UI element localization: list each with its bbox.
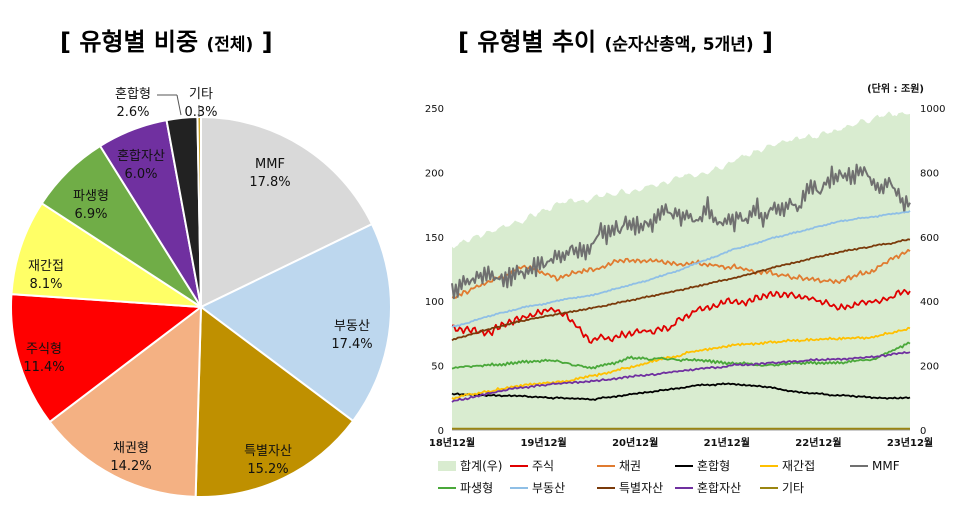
series-line-4 bbox=[451, 163, 911, 300]
line-chart-title: [ 유형별 추이 (순자산총액, 5개년) ] bbox=[458, 22, 773, 57]
pie-label-value: 2.6% bbox=[116, 105, 149, 120]
x-tick: 22년12월 bbox=[795, 436, 841, 449]
y-left-tick: 0 bbox=[438, 426, 444, 437]
legend-label: 부동산 bbox=[532, 481, 565, 495]
pie-slice-9 bbox=[196, 115, 202, 308]
pie-title-sub: (전체) bbox=[206, 35, 254, 55]
pie-label-value: 11.4% bbox=[23, 360, 64, 375]
pie-label-name: 채권형 bbox=[113, 441, 149, 456]
series-line-5 bbox=[451, 341, 911, 370]
line-title-main: [ 유형별 추이 bbox=[458, 28, 597, 56]
pie-slice-2 bbox=[194, 305, 355, 498]
y-right-tick: 400 bbox=[920, 297, 939, 308]
legend-label: MMF bbox=[872, 459, 900, 473]
unit-label: (단위 : 조원) bbox=[867, 82, 924, 95]
series-line-2 bbox=[451, 382, 911, 401]
legend-label: 채권 bbox=[619, 459, 641, 473]
y-right-tick: 600 bbox=[920, 233, 939, 244]
y-left-tick: 50 bbox=[431, 362, 444, 373]
pie-leader-line bbox=[176, 94, 182, 116]
legend-label: 기타 bbox=[782, 481, 804, 495]
y-left-tick: 200 bbox=[425, 168, 444, 179]
series-line-8 bbox=[451, 351, 911, 403]
pie-slice-5 bbox=[10, 201, 205, 309]
legend-label: 혼합자산 bbox=[697, 481, 741, 495]
series-line-3 bbox=[451, 326, 911, 400]
series-line-1 bbox=[451, 248, 911, 299]
legend-label: 특별자산 bbox=[619, 481, 663, 495]
pie-label-name: 혼합자산 bbox=[117, 149, 165, 164]
total-area bbox=[452, 111, 910, 431]
pie-label-value: 0.3% bbox=[184, 105, 217, 120]
legend-label: 합계(우) bbox=[460, 459, 502, 473]
x-tick: 19년12월 bbox=[520, 436, 566, 449]
pie-label-name: 특별자산 bbox=[244, 444, 292, 459]
legend-swatch-area bbox=[438, 461, 456, 471]
pie-title-main: [ 유형별 비중 bbox=[60, 28, 199, 56]
y-right-tick: 800 bbox=[920, 168, 939, 179]
pie-label-name: MMF bbox=[255, 157, 285, 172]
pie-title-end: ] bbox=[261, 28, 273, 56]
pie-chart-title: [ 유형별 비중 (전체) ] bbox=[60, 22, 273, 57]
pie-label-value: 14.2% bbox=[110, 459, 151, 474]
x-tick: 18년12월 bbox=[429, 436, 475, 449]
pie-label-name: 기타 bbox=[189, 87, 213, 102]
pie-label-value: 6.9% bbox=[74, 207, 107, 222]
pie-label-value: 6.0% bbox=[124, 167, 157, 182]
x-tick: 20년12월 bbox=[612, 436, 658, 449]
y-right-tick: 0 bbox=[920, 426, 926, 437]
pie-slice-4 bbox=[10, 293, 204, 424]
y-left-tick: 100 bbox=[425, 297, 444, 308]
x-tick: 21년12월 bbox=[704, 436, 750, 449]
y-left-tick: 250 bbox=[425, 104, 444, 115]
pie-label-name: 주식형 bbox=[26, 342, 62, 357]
x-tick: 23년12월 bbox=[887, 436, 933, 449]
pie-label-name: 파생형 bbox=[73, 189, 109, 204]
line-title-end: ] bbox=[762, 28, 774, 56]
pie-slice-1 bbox=[199, 222, 392, 423]
legend-label: 혼합형 bbox=[697, 459, 730, 473]
pie-slice-0 bbox=[200, 115, 374, 309]
series-line-6 bbox=[451, 210, 911, 328]
pie-label-name: 재간접 bbox=[28, 259, 64, 274]
pie-label-value: 17.4% bbox=[331, 337, 372, 352]
y-right-tick: 200 bbox=[920, 362, 939, 373]
pie-label-value: 17.8% bbox=[249, 175, 290, 190]
pie-label-value: 15.2% bbox=[247, 462, 288, 477]
legend-label: 파생형 bbox=[460, 481, 493, 495]
legend-label: 주식 bbox=[532, 459, 554, 473]
line-title-sub: (순자산총액, 5개년) bbox=[604, 35, 754, 55]
pie-chart: MMF 17.8% 부동산 17.4% 특별자산 15.2% 채권형 14.2% 주식형 11.4… bbox=[10, 87, 392, 498]
series-line-0 bbox=[452, 288, 911, 344]
pie-label-value: 8.1% bbox=[29, 277, 62, 292]
series-line-7 bbox=[451, 238, 911, 342]
pie-label-name: 부동산 bbox=[334, 319, 370, 334]
pie-label-name: 혼합형 bbox=[115, 87, 151, 102]
y-right-tick: 1000 bbox=[920, 104, 945, 115]
pie-slice-3 bbox=[48, 304, 203, 498]
y-left-tick: 150 bbox=[425, 233, 444, 244]
legend-label: 재간접 bbox=[782, 459, 815, 473]
